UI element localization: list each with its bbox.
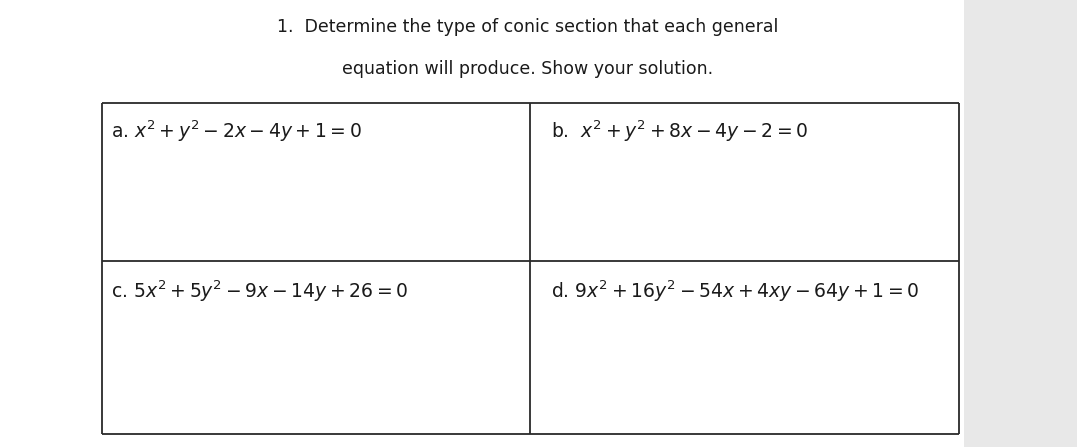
- Text: d. $9x^2 + 16y^2 - 54x + 4xy - 64y + 1 = 0$: d. $9x^2 + 16y^2 - 54x + 4xy - 64y + 1 =…: [551, 278, 920, 304]
- Bar: [0, 0, 964, 447]
- Text: 1.  Determine the type of conic section that each general: 1. Determine the type of conic section t…: [277, 18, 779, 36]
- Text: c. $5x^2 + 5y^2 - 9x - 14y + 26 = 0$: c. $5x^2 + 5y^2 - 9x - 14y + 26 = 0$: [111, 278, 408, 304]
- Text: a. $x^2 + y^2 - 2x - 4y + 1 = 0$: a. $x^2 + y^2 - 2x - 4y + 1 = 0$: [111, 118, 362, 144]
- Text: equation will produce. Show your solution.: equation will produce. Show your solutio…: [342, 60, 713, 78]
- Text: b.  $x^2 + y^2 + 8x - 4y - 2 = 0$: b. $x^2 + y^2 + 8x - 4y - 2 = 0$: [551, 118, 809, 144]
